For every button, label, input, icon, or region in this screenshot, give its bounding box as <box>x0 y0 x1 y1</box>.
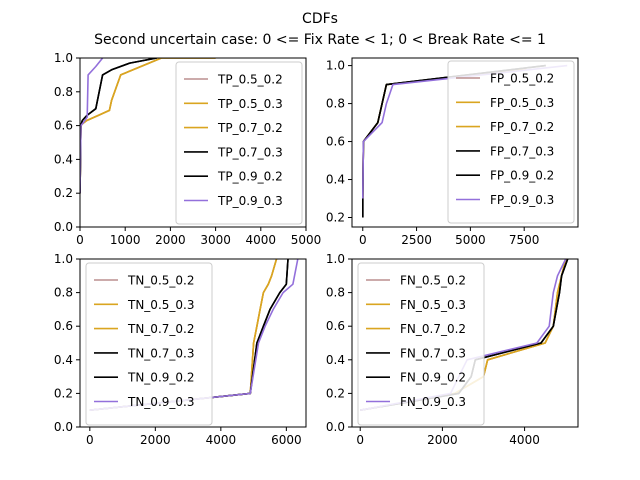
tp-series-5-line <box>80 58 157 194</box>
fn-axes-frame <box>351 258 579 428</box>
tp-xtick-label: 5000 <box>291 233 322 247</box>
fp-ytick-label: 0.6 <box>326 135 345 149</box>
tp-legend-label: TP_0.5_0.3 <box>217 97 283 111</box>
tp-ytick-label: 1.0 <box>54 51 73 65</box>
fn-legend-label: FN_0.5_0.2 <box>400 274 466 288</box>
fp-legend-label: FP_0.9_0.2 <box>490 169 554 183</box>
fp-xtick-label: 5000 <box>455 233 486 247</box>
fp-legend-label: FP_0.5_0.3 <box>490 96 554 110</box>
fn-panel: 0 2000 40000.00.20.40.60.81.0FN_0.5_0.2FN_… <box>326 252 579 447</box>
tp-ytick-label: 0.2 <box>54 186 73 200</box>
tn-legend-label: TN_0.9_0.2 <box>127 371 194 385</box>
tn-legend-label: TN_0.7_0.2 <box>127 322 194 336</box>
tn-xtick-label: 6000 <box>271 433 302 447</box>
tn-xtick-label: 4000 <box>206 433 237 447</box>
fp-ytick-label: 0.8 <box>326 97 345 111</box>
fn-xtick-label: 0 <box>356 433 364 447</box>
tn-series-3-line <box>89 259 278 411</box>
tn-ytick-label: 1.0 <box>54 252 73 266</box>
fn-legend-label: FN_0.7_0.3 <box>400 346 466 360</box>
fn-ytick-label: 0.4 <box>326 353 345 367</box>
fn-legend-label: FN_0.5_0.3 <box>400 298 466 312</box>
tn-ytick-label: 0.0 <box>54 420 73 434</box>
tn-legend-label: TN_0.9_0.3 <box>127 395 194 409</box>
fn-ytick-label: 0.2 <box>326 386 345 400</box>
tn-legend: TN_0.5_0.2 TN_0.5_0.3 TN_0.7_0.2 TN_0.7_0.3… <box>85 262 213 426</box>
tp-legend-label: TP_0.7_0.3 <box>217 145 283 159</box>
fn-ytick-label: 1.0 <box>326 252 345 266</box>
fp-legend-label: FP_0.9_0.3 <box>490 193 554 207</box>
fn-xtick-label: 4000 <box>509 433 540 447</box>
tp-xtick-label: 0 <box>76 233 84 247</box>
fn-ytick-label: 0.0 <box>326 420 345 434</box>
tn-ytick-label: 0.6 <box>54 319 73 333</box>
tn-legend-label: TN_0.5_0.2 <box>127 274 194 288</box>
fn-ytick-label: 0.6 <box>326 319 345 333</box>
tn-xtick-label: 2000 <box>140 433 171 447</box>
tp-legend-label: TP_0.7_0.2 <box>217 121 283 135</box>
fp-series-6-line <box>362 64 568 199</box>
tp-panel: 0 1000 2000 3000 4000 5000 0.0 0.2 0.4 0.6 0.8 1.0 T… <box>54 51 321 247</box>
chart-panels: 0 1000 2000 3000 4000 5000 0.0 0.2 0.4 0.6 0.8 1.0 T… <box>54 51 579 447</box>
fp-legend: FP_0.5_0.2 FP_0.5_0.3 FP_0.7_0.2 FP_0.7_0.3… <box>447 60 575 224</box>
tn-series-6-line <box>89 259 299 411</box>
fn-ytick-label: 0.8 <box>326 286 345 300</box>
tn-panel: 0 2000 4000 6000 0.0 0.2 0.4 0.6 0.8 1.0 TN_0.5_0.… <box>54 252 307 447</box>
tp-legend-label: TP_0.5_0.2 <box>217 73 283 87</box>
fp-legend-label: FP_0.7_0.2 <box>490 120 554 134</box>
tp-legend: TP_0.5_0.2 TP_0.5_0.3 TP_0.7_0.2 TP_0.7_0.3… <box>175 61 303 225</box>
fp-legend-label: FP_0.7_0.3 <box>490 144 554 158</box>
tn-axes-frame <box>79 258 307 428</box>
tp-series-4-line <box>80 58 157 194</box>
tp-xtick-label: 4000 <box>246 233 277 247</box>
fn-legend-label: FN_0.9_0.3 <box>400 395 466 409</box>
tn-legend-label: TN_0.5_0.3 <box>127 298 194 312</box>
tp-legend-label: TP_0.9_0.3 <box>217 194 283 208</box>
fp-axes-frame <box>351 57 579 228</box>
tp-xtick-label: 1000 <box>110 233 141 247</box>
fp-legend-label: FP_0.5_0.2 <box>490 72 554 86</box>
tp-ytick-label: 0.8 <box>54 85 73 99</box>
fn-xtick-label: 2000 <box>427 433 458 447</box>
fn-legend-label: FN_0.9_0.2 <box>400 371 466 385</box>
tp-ytick-label: 0.6 <box>54 119 73 133</box>
tp-series-6-line <box>80 58 104 194</box>
tp-axes-frame <box>79 57 307 228</box>
fp-xtick-label: 7500 <box>509 233 540 247</box>
tn-ytick-label: 0.8 <box>54 286 73 300</box>
fp-ytick-label: 0.2 <box>326 211 345 225</box>
tp-ytick-label: 0.0 <box>54 220 73 234</box>
tn-ytick-label: 0.2 <box>54 386 73 400</box>
fp-ytick-label: 0.4 <box>326 173 345 187</box>
tn-legend-label: TN_0.7_0.3 <box>127 346 194 360</box>
fn-legend: FN_0.5_0.2 FN_0.5_0.3 FN_0.7_0.2 FN_0.7_0.3… <box>357 262 485 426</box>
tp-legend-label: TP_0.9_0.2 <box>217 170 283 184</box>
fp-xtick-label: 0 <box>359 233 367 247</box>
tp-ytick-label: 0.4 <box>54 152 73 166</box>
tn-xtick-label: 0 <box>86 433 94 447</box>
fp-ytick-label: 1.0 <box>326 59 345 73</box>
figure-title: CDFs <box>302 11 338 27</box>
fn-legend-label: FN_0.7_0.2 <box>400 322 466 336</box>
fp-xtick-label: 2500 <box>401 233 432 247</box>
tn-ytick-label: 0.4 <box>54 353 73 367</box>
fp-panel: 0 2500 5000 75000.20.40.60.81.0FP_0.5_0.2FP… <box>326 57 579 247</box>
tp-xtick-label: 3000 <box>200 233 231 247</box>
tp-xtick-label: 2000 <box>155 233 186 247</box>
figure-subtitle: Second uncertain case: 0 <= Fix Rate < 1… <box>94 32 546 48</box>
